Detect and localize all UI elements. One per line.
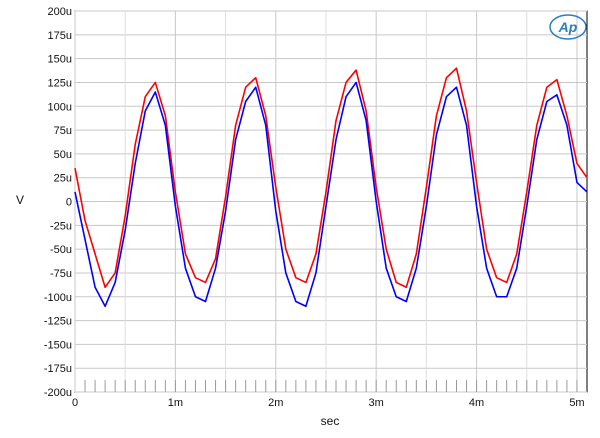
y-tick-label: -125u bbox=[44, 316, 72, 328]
series-line-red bbox=[74, 67, 588, 289]
y-tick-label: 150u bbox=[48, 54, 72, 66]
ap-logo-ring bbox=[549, 14, 587, 40]
y-tick-label: 50u bbox=[54, 149, 72, 161]
y-tick-label: -100u bbox=[44, 292, 72, 304]
series-layer bbox=[74, 67, 588, 308]
y-tick-labels: 200u 175u 150u 125u 100u 75u 50u 25u 0 -25u -50u -7… bbox=[44, 6, 72, 399]
y-tick-label: -200u bbox=[44, 387, 72, 399]
x-tick-label: 2m bbox=[268, 397, 283, 409]
ap-logo: Ap bbox=[549, 14, 587, 40]
y-tick-label: -75u bbox=[50, 268, 72, 280]
minor-ticks bbox=[84, 380, 578, 392]
y-tick-label: -50u bbox=[50, 244, 72, 256]
y-tick-label: 175u bbox=[48, 30, 72, 42]
x-tick-label: 5m bbox=[569, 397, 584, 409]
y-axis-label: V bbox=[16, 193, 24, 207]
ap-logo-mark: Ap bbox=[558, 19, 578, 35]
y-tick-label: 200u bbox=[48, 6, 72, 18]
y-tick-label: 100u bbox=[48, 101, 72, 113]
y-tick-label: -25u bbox=[50, 220, 72, 232]
x-axis-label: sec bbox=[321, 414, 340, 428]
y-tick-label: 0 bbox=[66, 197, 72, 209]
x-tick-labels: 0 1m 2m 3m 4m 5m bbox=[72, 397, 585, 409]
y-tick-label: 25u bbox=[54, 173, 72, 185]
x-tick-label: 0 bbox=[72, 397, 78, 409]
y-tick-label: 75u bbox=[54, 125, 72, 137]
y-tick-label: 125u bbox=[48, 77, 72, 89]
x-tick-label: 3m bbox=[369, 397, 384, 409]
x-tick-label: 1m bbox=[168, 397, 183, 409]
x-tick-label: 4m bbox=[469, 397, 484, 409]
series-line-blue bbox=[74, 81, 588, 308]
y-tick-label: -150u bbox=[44, 339, 72, 351]
y-tick-label: -175u bbox=[44, 363, 72, 375]
